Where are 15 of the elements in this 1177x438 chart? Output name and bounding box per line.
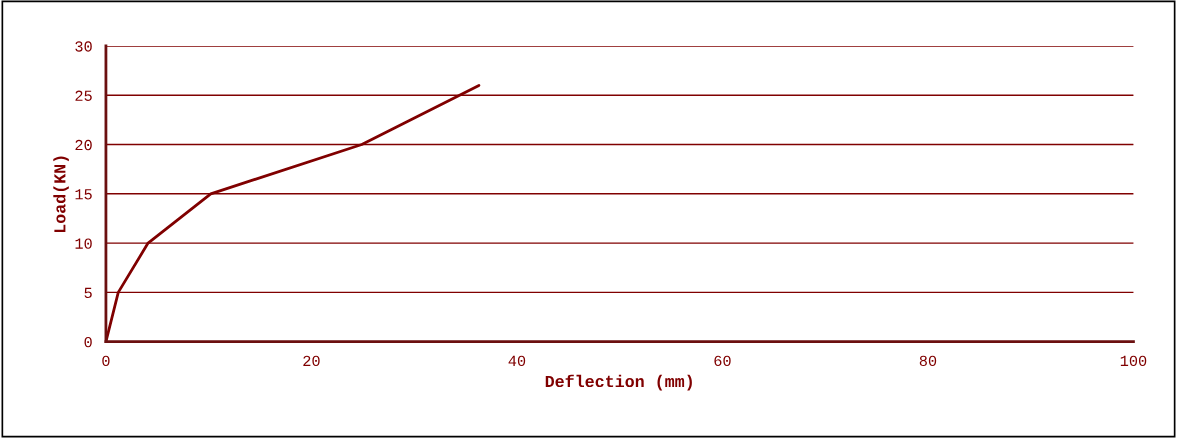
y-axis-title: Load(KN) [53, 156, 69, 233]
y-tick-label: 10 [75, 238, 92, 249]
x-tick-label: 80 [919, 355, 937, 367]
x-tick-label: 100 [1120, 355, 1147, 367]
y-tick-label: 25 [75, 90, 92, 101]
x-axis-title: Deflection (mm) [545, 374, 692, 391]
y-tick-label: 20 [75, 139, 92, 151]
y-tick-label: 5 [84, 287, 92, 299]
x-tick-label: 60 [714, 355, 731, 367]
x-tick-label: 0 [102, 355, 110, 367]
y-tick-label: 0 [84, 336, 92, 348]
y-tick-label: 15 [75, 189, 92, 200]
x-tick-label: 20 [303, 355, 320, 367]
x-tick-label: 40 [508, 355, 526, 367]
y-tick-label: 30 [75, 41, 92, 52]
